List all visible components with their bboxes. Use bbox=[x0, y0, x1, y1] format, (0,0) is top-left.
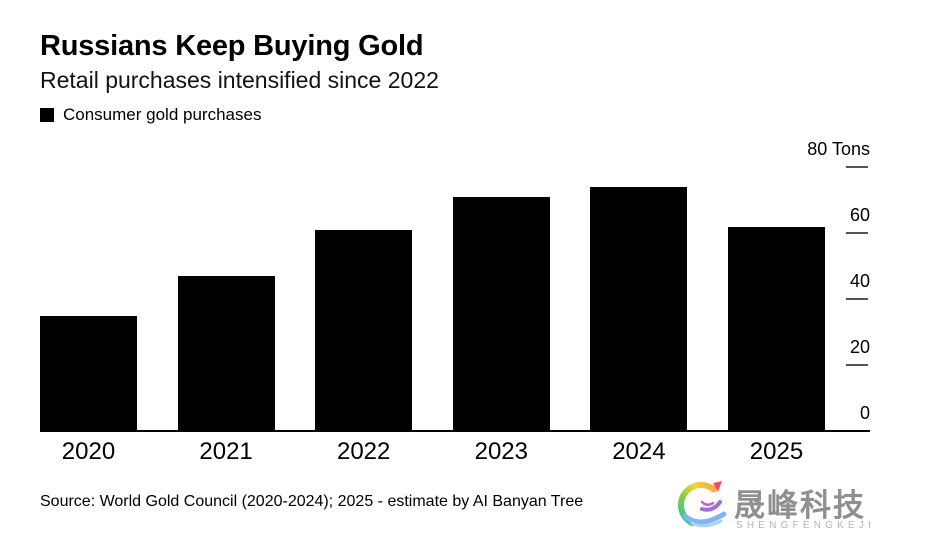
bar-2024 bbox=[590, 187, 688, 431]
x-tick-label-2023: 2023 bbox=[474, 438, 528, 465]
rainbow-swirl-logo-icon bbox=[678, 481, 727, 528]
brand-name-en: SHENGFENGKEJI bbox=[736, 520, 876, 531]
y-axis-tick-80 bbox=[846, 166, 868, 169]
bar-2021 bbox=[177, 276, 275, 431]
source-note: Source: World Gold Council (2020-2024); … bbox=[40, 493, 584, 510]
y-axis-tick-20 bbox=[846, 364, 868, 367]
brand-name-cn: 晟峰科技 bbox=[734, 488, 866, 524]
y-axis-label-60: 60 bbox=[849, 205, 870, 226]
chart-subtitle: Retail purchases intensified since 2022 bbox=[40, 67, 439, 93]
y-axis-tick-60 bbox=[846, 232, 868, 235]
bar-2025 bbox=[728, 226, 825, 431]
bar-2023 bbox=[452, 197, 550, 431]
x-axis-baseline bbox=[40, 430, 870, 432]
x-tick-label-2024: 2024 bbox=[612, 438, 666, 465]
y-axis-label-40: 40 bbox=[849, 271, 870, 292]
legend-swatch-icon bbox=[40, 108, 54, 122]
y-axis-tick-40 bbox=[846, 298, 868, 301]
chart-title: Russians Keep Buying Gold bbox=[40, 30, 424, 62]
x-tick-label-2021: 2021 bbox=[199, 438, 253, 465]
y-axis-label-0: 0 bbox=[859, 403, 870, 423]
x-tick-label-2020: 2020 bbox=[61, 438, 116, 465]
y-axis-label-20: 20 bbox=[849, 337, 870, 358]
bar-2022 bbox=[315, 230, 413, 431]
y-axis-label-80: 80 Tons bbox=[807, 139, 870, 160]
x-tick-label-2025: 2025 bbox=[749, 438, 804, 465]
brand-watermark: 晟峰科技 SHENGFENGKEJI bbox=[676, 477, 896, 534]
x-tick-label-2022: 2022 bbox=[336, 438, 391, 465]
legend-label: Consumer gold purchases bbox=[63, 105, 262, 124]
chart-legend: Consumer gold purchases bbox=[40, 105, 261, 125]
bar-2020 bbox=[40, 315, 137, 431]
